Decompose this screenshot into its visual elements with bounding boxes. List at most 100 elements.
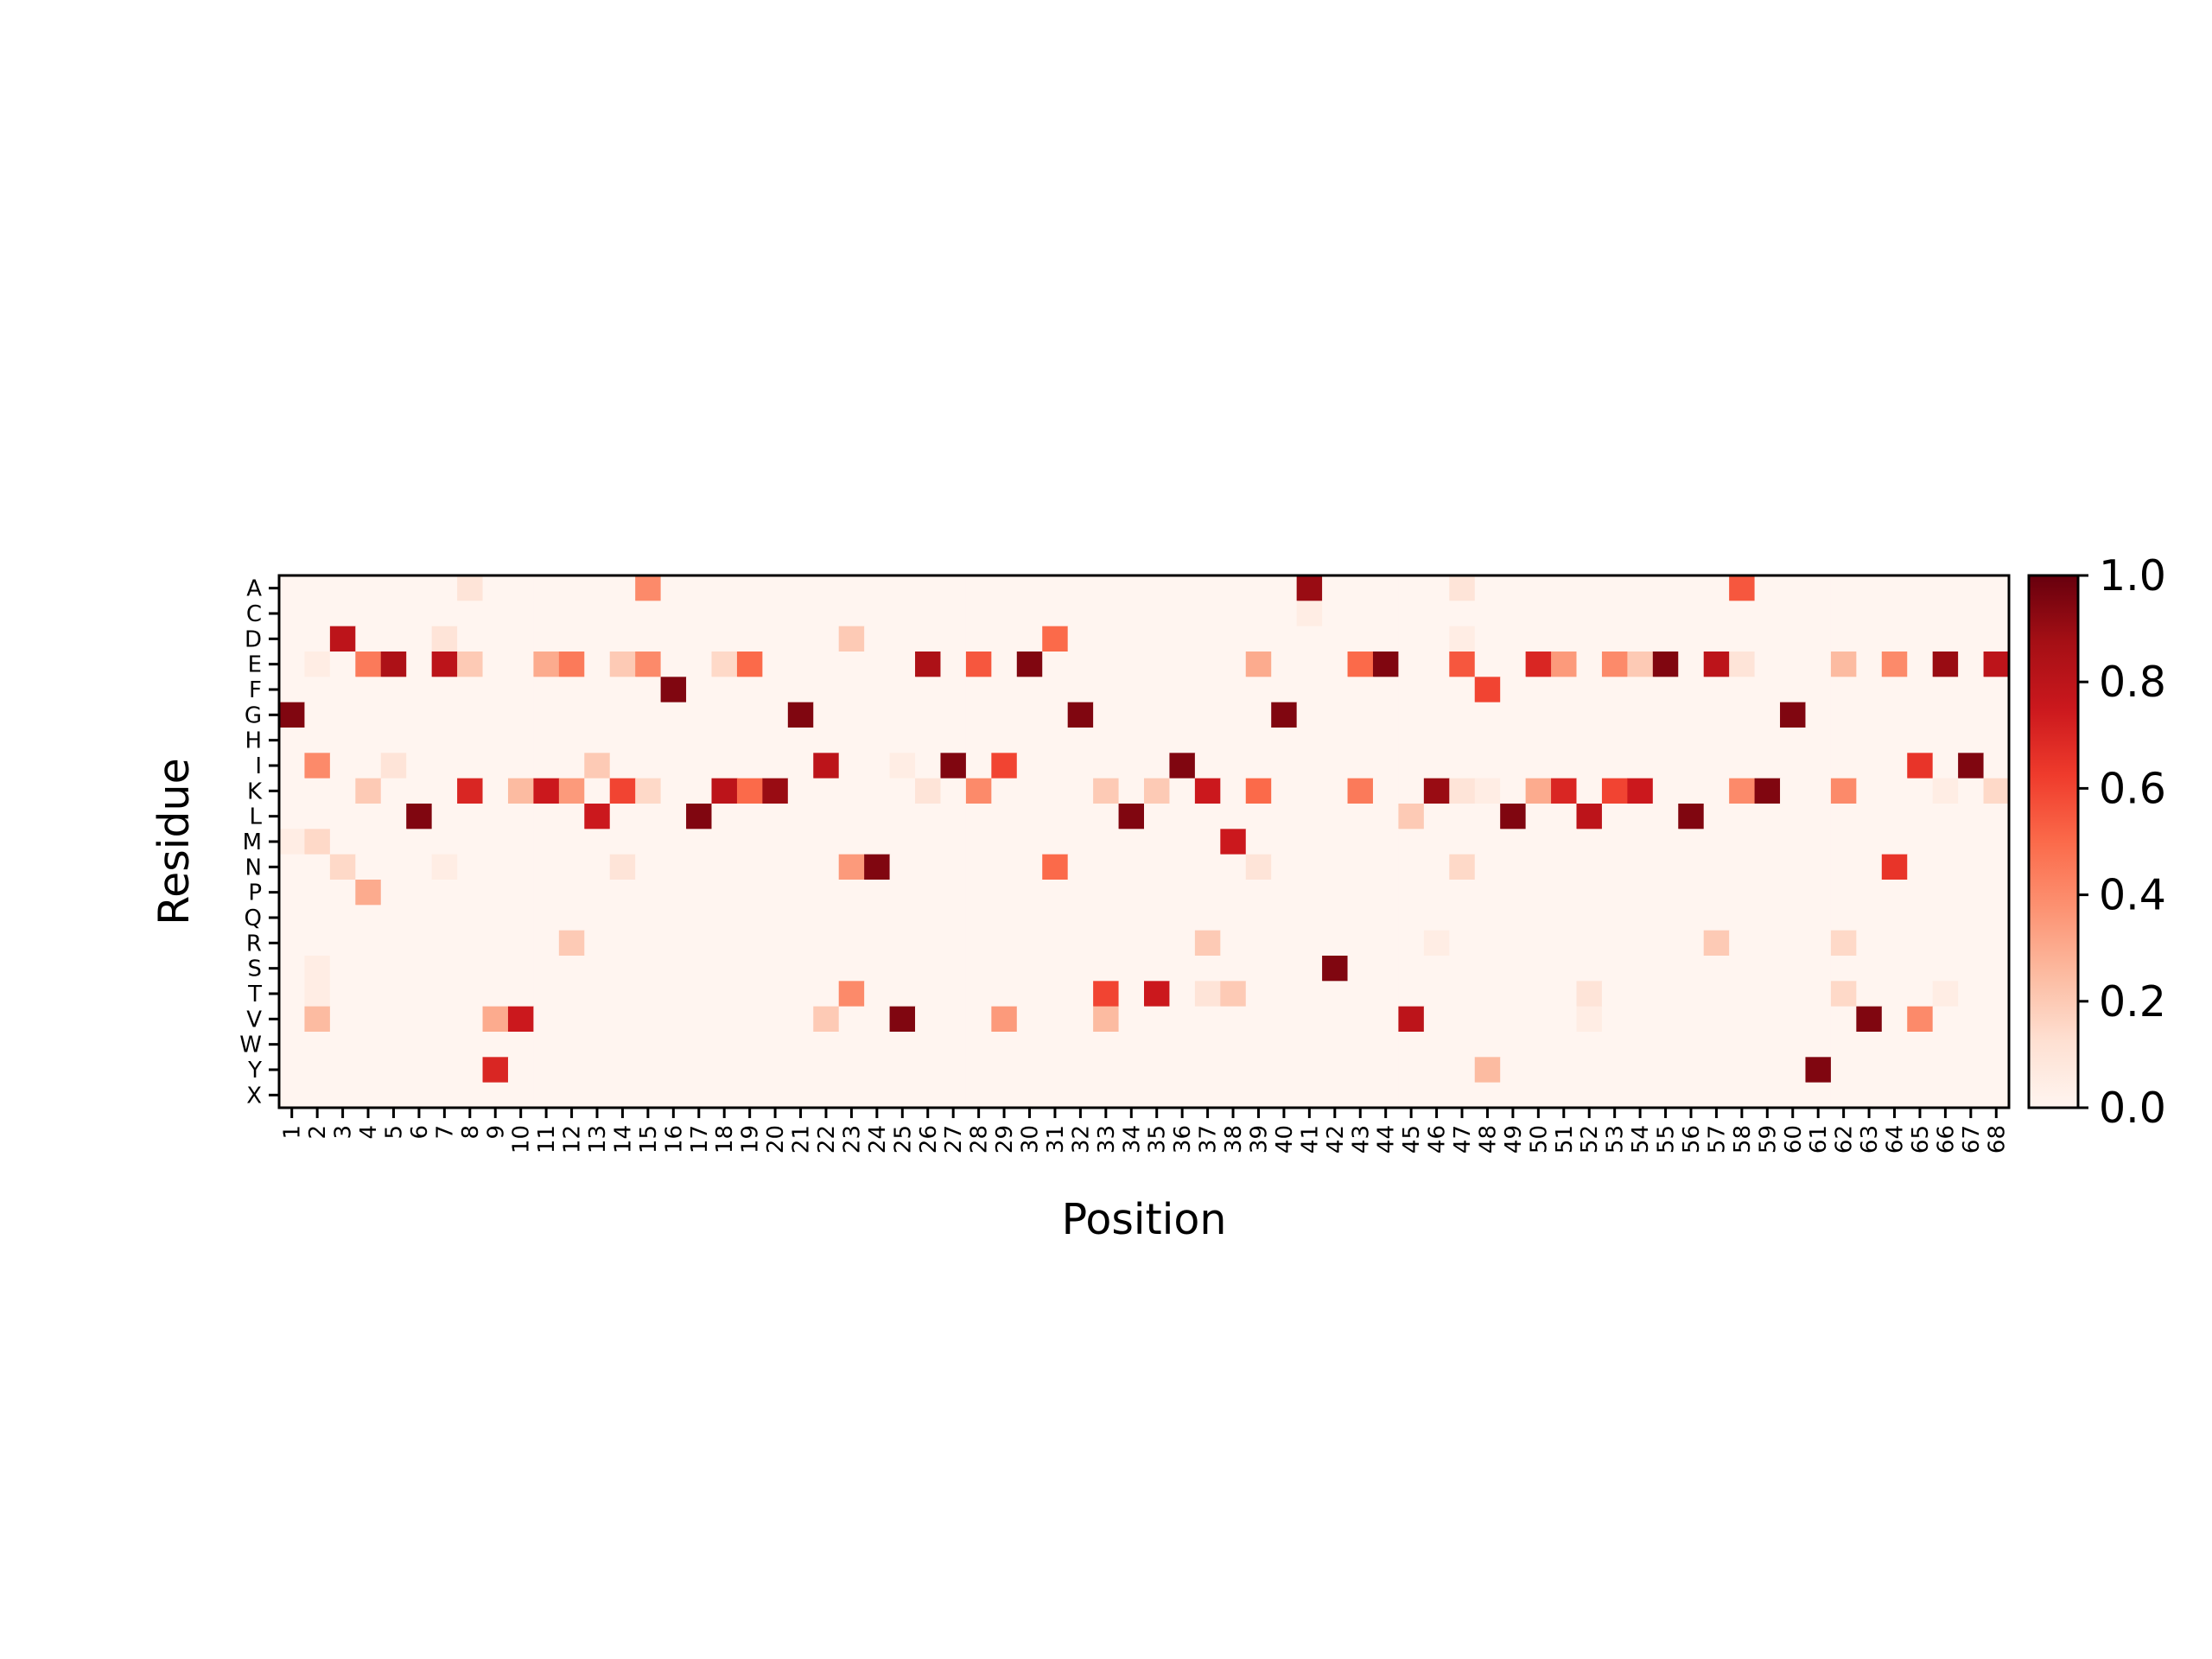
x-tick-label: 62 — [1832, 1125, 1858, 1154]
heatmap-cell — [457, 601, 484, 627]
heatmap-cell — [1322, 981, 1349, 1007]
heatmap-cell — [533, 1082, 560, 1109]
heatmap-cell — [1500, 804, 1527, 830]
heatmap-cell — [787, 854, 814, 880]
heatmap-cell — [736, 702, 763, 728]
heatmap-cell — [1500, 956, 1527, 982]
heatmap-cell — [711, 677, 738, 703]
heatmap-cell — [1627, 930, 1654, 957]
heatmap-cell — [1500, 626, 1527, 652]
heatmap-cell — [406, 905, 433, 931]
heatmap-cell — [329, 601, 356, 627]
heatmap-cell — [1042, 702, 1069, 728]
heatmap-cell — [1932, 1032, 1959, 1058]
heatmap-cell — [711, 1082, 738, 1109]
heatmap-cell — [915, 905, 942, 931]
heatmap-cell — [1576, 829, 1603, 855]
heatmap-cell — [1271, 753, 1298, 779]
heatmap-cells — [279, 575, 2010, 1109]
heatmap-cell — [711, 1006, 738, 1033]
heatmap-cell — [1322, 702, 1349, 728]
heatmap-cell — [1194, 778, 1221, 804]
heatmap-cell — [1576, 626, 1603, 652]
heatmap-cell — [584, 778, 611, 804]
heatmap-cell — [1856, 601, 1883, 627]
heatmap-cell — [1551, 1032, 1578, 1058]
heatmap-cell — [864, 778, 891, 804]
heatmap-cell — [406, 601, 433, 627]
heatmap-cell — [1958, 880, 1985, 906]
heatmap-cell — [1423, 626, 1450, 652]
heatmap-cell — [813, 930, 840, 957]
heatmap-cell — [787, 829, 814, 855]
x-tick-label: 39 — [1246, 1125, 1272, 1154]
heatmap-cell — [1169, 880, 1196, 906]
heatmap-cell — [1881, 854, 1908, 880]
heatmap-cell — [1907, 652, 1934, 677]
heatmap-cell — [1245, 1082, 1272, 1109]
heatmap-cell — [635, 854, 662, 880]
heatmap-cell — [279, 854, 306, 880]
heatmap-cell — [304, 677, 331, 703]
heatmap-cell — [457, 626, 484, 652]
heatmap-cell — [686, 956, 713, 982]
heatmap-cell — [838, 956, 865, 982]
heatmap-cell — [915, 1006, 942, 1033]
heatmap-cell — [1220, 905, 1247, 931]
heatmap-cell — [584, 956, 611, 982]
x-tick-label: 67 — [1959, 1125, 1985, 1154]
heatmap-cell — [1271, 601, 1298, 627]
heatmap-cell — [457, 652, 484, 677]
heatmap-cell — [686, 854, 713, 880]
heatmap-cell — [329, 829, 356, 855]
heatmap-cell — [1601, 804, 1628, 830]
heatmap-cell — [838, 1082, 865, 1109]
heatmap-cell — [1144, 905, 1171, 931]
heatmap-cell — [1703, 829, 1730, 855]
heatmap-cell — [431, 1082, 458, 1109]
heatmap-cell — [635, 677, 662, 703]
heatmap-cell — [813, 1082, 840, 1109]
heatmap-cell — [965, 804, 992, 830]
heatmap-cell — [1856, 880, 1883, 906]
heatmap-cell — [711, 575, 738, 601]
heatmap-cell — [711, 854, 738, 880]
heatmap-cell — [1372, 575, 1400, 601]
heatmap-cell — [329, 778, 356, 804]
heatmap-cell — [1627, 778, 1654, 804]
heatmap-cell — [1881, 575, 1908, 601]
heatmap-cell — [584, 981, 611, 1007]
heatmap-cell — [482, 905, 509, 931]
heatmap-cell — [940, 1006, 967, 1033]
heatmap-cell — [1805, 981, 1832, 1007]
heatmap-cell — [1627, 753, 1654, 779]
heatmap-cell — [1144, 930, 1171, 957]
heatmap-cell — [1093, 1006, 1120, 1033]
heatmap-cell — [533, 728, 560, 753]
heatmap-cell — [304, 956, 331, 982]
heatmap-cell — [1551, 804, 1578, 830]
heatmap-cell — [482, 829, 509, 855]
heatmap-cell — [1780, 854, 1807, 880]
heatmap-cell — [482, 956, 509, 982]
heatmap-cell — [736, 652, 763, 677]
heatmap-cell — [507, 804, 535, 830]
heatmap-cell — [889, 1057, 916, 1084]
heatmap-cell — [533, 601, 560, 627]
heatmap-cell — [329, 652, 356, 677]
heatmap-cell — [1754, 829, 1781, 855]
heatmap-cell — [1220, 652, 1247, 677]
heatmap-cell — [1347, 981, 1374, 1007]
heatmap-cell — [355, 601, 382, 627]
x-tick-label: 43 — [1348, 1125, 1374, 1154]
heatmap-cell — [1983, 1082, 2010, 1109]
x-tick-label: 49 — [1501, 1125, 1527, 1154]
heatmap-cell — [1830, 677, 1857, 703]
heatmap-cell — [1500, 753, 1527, 779]
heatmap-cell — [1016, 1082, 1043, 1109]
heatmap-cell — [406, 804, 433, 830]
heatmap-cell — [1322, 728, 1349, 753]
heatmap-cell — [584, 702, 611, 728]
heatmap-cell — [1474, 880, 1501, 906]
heatmap-cell — [1067, 981, 1094, 1007]
